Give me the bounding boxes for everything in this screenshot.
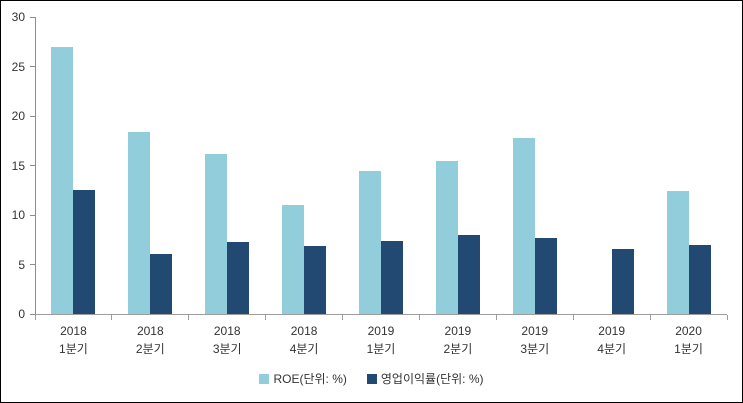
x-axis-label: 2019 3분기 xyxy=(496,322,573,358)
x-label-year: 2018 xyxy=(213,324,241,338)
x-label-year: 2018 xyxy=(290,324,318,338)
category-group xyxy=(496,17,573,314)
y-tick-mark xyxy=(30,16,35,18)
category-group xyxy=(419,17,496,314)
y-tick-label: 30 xyxy=(11,10,25,24)
y-tick-label: 5 xyxy=(18,257,25,272)
legend-swatch-op-margin xyxy=(366,373,377,384)
bar-op-margin xyxy=(227,241,250,314)
bar-roe xyxy=(282,205,305,314)
x-tick-mark xyxy=(649,315,651,320)
category-group xyxy=(189,17,266,314)
x-label-quarter: 3분기 xyxy=(520,342,550,356)
x-axis-label: 2018 4분기 xyxy=(266,322,343,358)
y-tick-mark xyxy=(30,313,35,315)
bar-op-margin xyxy=(304,245,327,314)
x-axis-line xyxy=(35,314,727,315)
y-tick-label: 10 xyxy=(11,208,25,222)
x-axis-label: 2019 4분기 xyxy=(573,322,650,358)
y-tick-mark xyxy=(30,264,35,265)
x-label-quarter: 2분기 xyxy=(135,342,165,356)
y-axis-line xyxy=(35,17,36,314)
bar-op-margin xyxy=(457,234,480,314)
legend-label-roe: ROE(단위: %) xyxy=(273,372,347,386)
x-axis-label: 2019 2분기 xyxy=(419,322,496,358)
legend-item-roe: ROE(단위: %) xyxy=(259,370,347,387)
category-group xyxy=(112,17,189,314)
legend-swatch-roe xyxy=(259,373,270,384)
legend-label-op-margin: 영업이익률(단위: %) xyxy=(380,372,484,386)
x-label-year: 2018 xyxy=(60,324,87,338)
y-tick-mark xyxy=(30,115,35,117)
x-label-quarter: 4분기 xyxy=(289,342,319,356)
bar-op-margin xyxy=(534,237,557,314)
x-tick-mark xyxy=(265,315,267,320)
plot-area: 0 5 10 15 20 25 30 xyxy=(12,10,728,321)
x-label-quarter: 2분기 xyxy=(443,342,473,356)
bar-roe xyxy=(358,171,381,314)
x-tick-mark xyxy=(418,315,420,320)
x-label-year: 2019 xyxy=(521,324,549,338)
x-axis-label: 2018 3분기 xyxy=(189,322,266,358)
y-tick-label: 15 xyxy=(11,158,25,173)
x-tick-mark xyxy=(495,315,497,320)
bar-op-margin xyxy=(73,190,96,314)
y-tick-label: 25 xyxy=(11,59,25,74)
x-axis-label: 2020 1분기 xyxy=(650,322,727,358)
bar-roe xyxy=(435,160,458,314)
y-tick-mark xyxy=(30,66,35,67)
x-label-year: 2019 xyxy=(444,324,472,338)
x-axis-label: 2018 2분기 xyxy=(112,322,189,358)
x-label-year: 2018 xyxy=(136,324,164,338)
category-group xyxy=(35,17,112,314)
x-axis-label: 2018 1분기 xyxy=(35,322,112,358)
y-tick-label: 20 xyxy=(11,109,25,123)
x-label-quarter: 1분기 xyxy=(59,342,88,356)
x-tick-mark xyxy=(111,315,113,320)
x-tick-mark xyxy=(726,315,728,320)
x-tick-mark xyxy=(34,315,36,320)
x-label-quarter: 1분기 xyxy=(674,342,703,356)
bar-op-margin xyxy=(688,244,711,314)
x-label-year: 2019 xyxy=(367,324,395,338)
bar-roe xyxy=(51,46,74,314)
x-label-year: 2020 xyxy=(675,324,702,338)
legend-item-op-margin: 영업이익률(단위: %) xyxy=(366,370,484,387)
x-label-quarter: 1분기 xyxy=(366,342,396,356)
category-group xyxy=(343,17,420,314)
x-label-year: 2019 xyxy=(598,324,625,338)
bar-op-margin xyxy=(380,240,403,314)
x-label-quarter: 3분기 xyxy=(212,342,242,356)
y-tick-mark xyxy=(30,214,35,216)
x-axis-labels: 2018 1분기 2018 2분기 2018 3분기 2018 4분기 2019 1분기 2019 2… xyxy=(35,322,727,366)
x-tick-mark xyxy=(572,315,574,320)
bar-roe xyxy=(205,153,228,314)
category-group xyxy=(266,17,343,314)
x-tick-mark xyxy=(188,315,190,320)
bar-roe xyxy=(128,131,151,314)
x-tick-mark xyxy=(342,315,344,320)
x-axis-label: 2019 1분기 xyxy=(343,322,420,358)
y-tick-mark xyxy=(30,165,35,166)
bar-roe xyxy=(666,191,689,314)
bar-op-margin xyxy=(611,248,634,314)
category-group xyxy=(573,17,650,314)
bar-roe xyxy=(512,137,535,314)
y-tick-label: 0 xyxy=(18,307,25,321)
legend: ROE(단위: %) 영업이익률(단위: %) xyxy=(1,370,742,387)
category-group xyxy=(650,17,727,314)
x-label-quarter: 4분기 xyxy=(597,342,627,356)
bar-op-margin xyxy=(150,253,173,314)
